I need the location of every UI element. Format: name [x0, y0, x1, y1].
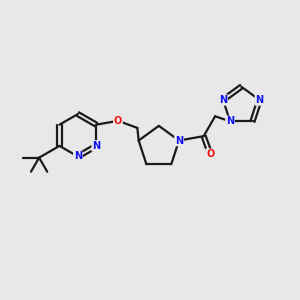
Text: N: N	[74, 152, 82, 161]
Text: O: O	[206, 149, 214, 159]
Text: N: N	[175, 136, 183, 146]
Text: O: O	[114, 116, 122, 126]
Text: N: N	[92, 141, 100, 151]
Text: N: N	[219, 95, 227, 105]
Text: N: N	[226, 116, 234, 126]
Text: N: N	[255, 95, 263, 105]
